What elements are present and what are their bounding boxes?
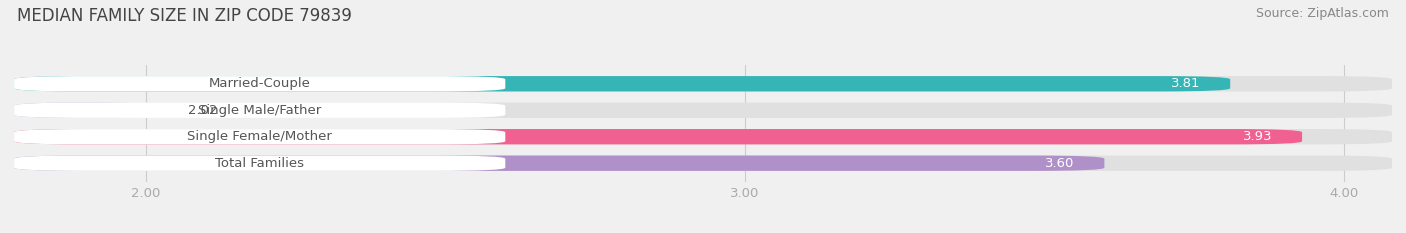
- Text: Single Female/Mother: Single Female/Mother: [187, 130, 332, 143]
- FancyBboxPatch shape: [14, 103, 505, 118]
- FancyBboxPatch shape: [14, 129, 505, 144]
- Text: Total Families: Total Families: [215, 157, 304, 170]
- Text: 3.81: 3.81: [1171, 77, 1201, 90]
- FancyBboxPatch shape: [14, 76, 1392, 92]
- Text: Single Male/Father: Single Male/Father: [198, 104, 322, 117]
- FancyBboxPatch shape: [14, 76, 1230, 92]
- Text: 3.60: 3.60: [1045, 157, 1074, 170]
- Text: Married-Couple: Married-Couple: [208, 77, 311, 90]
- FancyBboxPatch shape: [14, 103, 1392, 118]
- Text: 3.93: 3.93: [1243, 130, 1272, 143]
- FancyBboxPatch shape: [14, 129, 1302, 144]
- Text: Source: ZipAtlas.com: Source: ZipAtlas.com: [1256, 7, 1389, 20]
- FancyBboxPatch shape: [14, 156, 1104, 171]
- Text: 2.02: 2.02: [188, 104, 218, 117]
- Text: MEDIAN FAMILY SIZE IN ZIP CODE 79839: MEDIAN FAMILY SIZE IN ZIP CODE 79839: [17, 7, 352, 25]
- FancyBboxPatch shape: [14, 129, 1392, 144]
- FancyBboxPatch shape: [14, 103, 157, 118]
- FancyBboxPatch shape: [14, 156, 1392, 171]
- FancyBboxPatch shape: [14, 156, 505, 171]
- FancyBboxPatch shape: [14, 76, 505, 92]
